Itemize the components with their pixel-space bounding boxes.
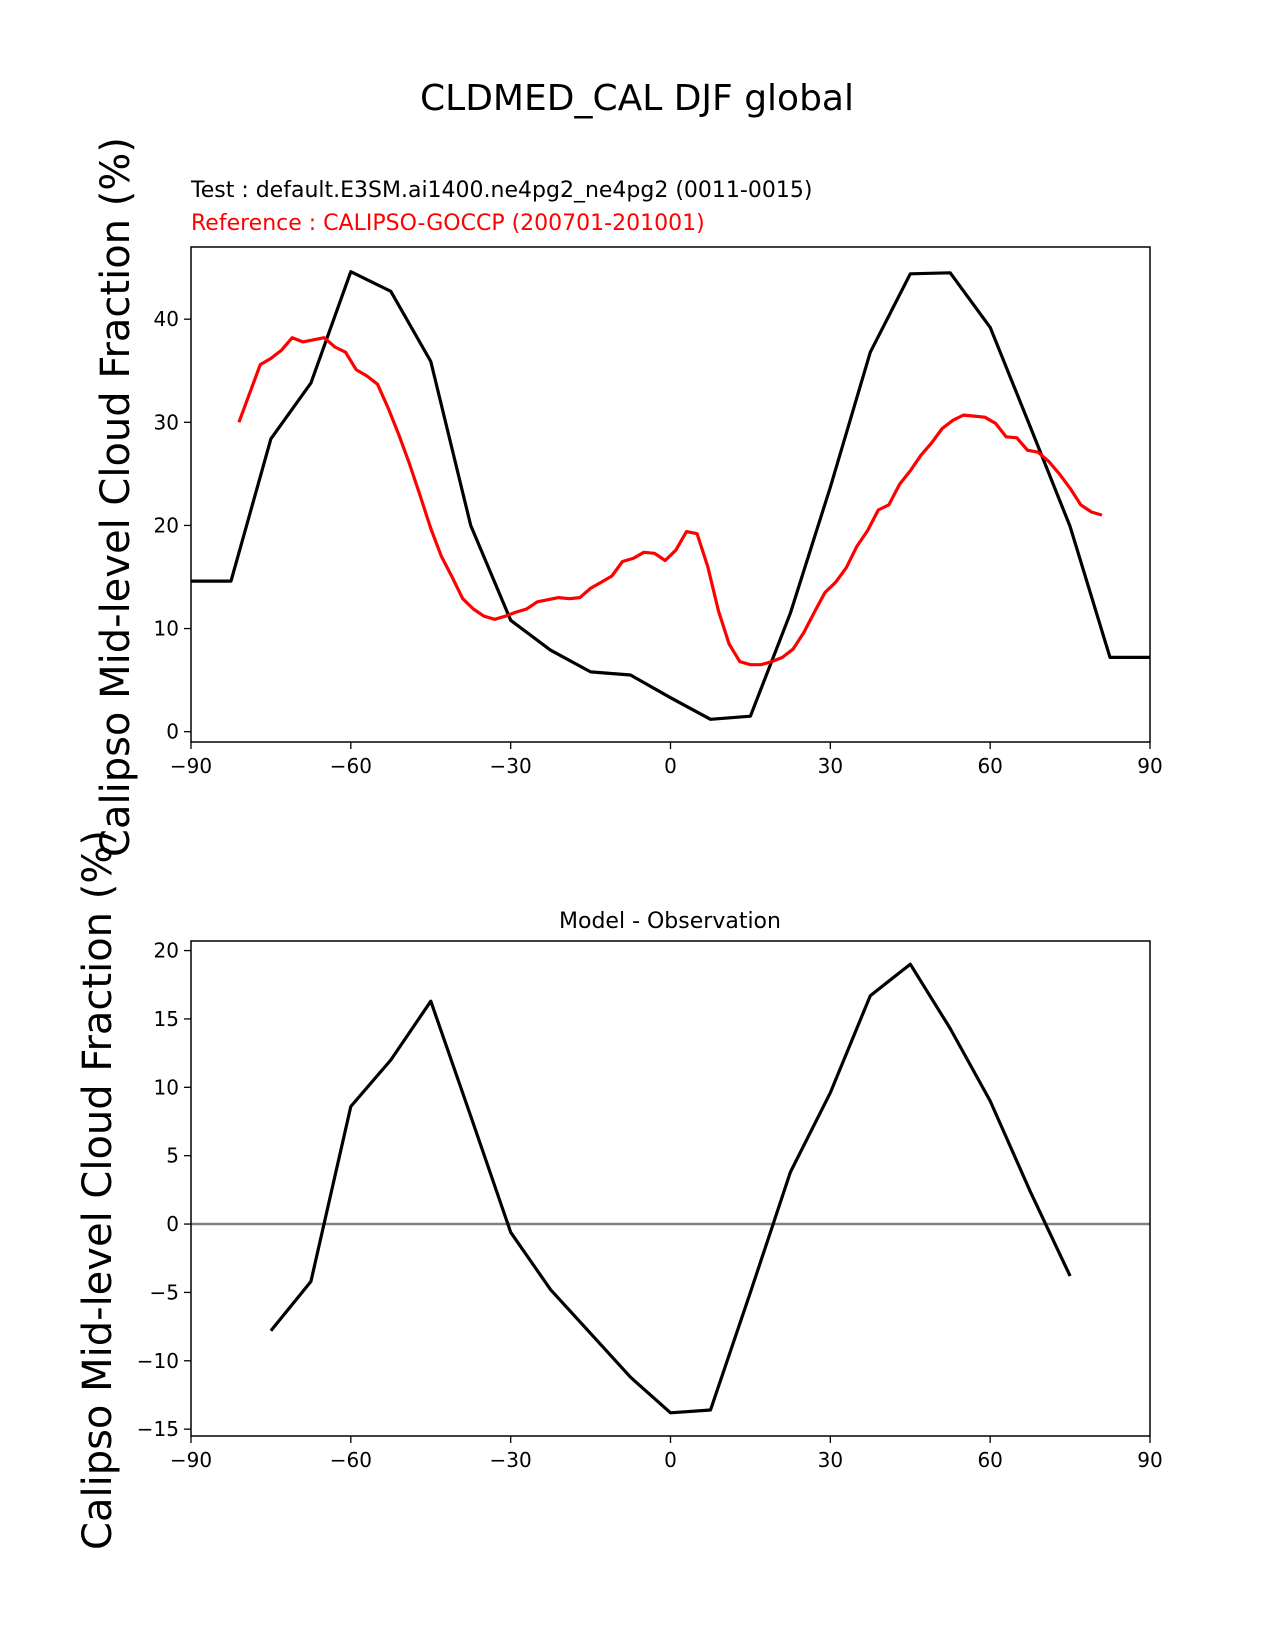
top-y-axis-label: Calipso Mid-level Cloud Fraction (%) <box>93 137 139 857</box>
bottom-y-tick-label: 20 <box>154 939 179 963</box>
reference-label: Reference : CALIPSO-GOCCP (200701-201001… <box>191 211 705 236</box>
bottom-y-tick-label: 0 <box>166 1212 179 1236</box>
bottom-x-tick-label: −30 <box>490 1448 532 1472</box>
top-y-tick-label: 30 <box>154 410 179 434</box>
bottom-y-tick-label: 5 <box>166 1144 179 1168</box>
bottom-x-tick-label: −90 <box>170 1448 212 1472</box>
bottom-y-tick-label: 10 <box>154 1075 179 1099</box>
bottom-y-tick-label: −10 <box>137 1349 179 1373</box>
top-panel: Test : default.E3SM.ai1400.ne4pg2_ne4pg2… <box>93 137 1163 857</box>
bottom-x-tick-label: 30 <box>818 1448 843 1472</box>
top-x-tick-label: 60 <box>977 754 1002 778</box>
bottom-y-axis-label: Calipso Mid-level Cloud Fraction (%) <box>75 830 121 1550</box>
top-x-tick-label: 30 <box>818 754 843 778</box>
top-y-tick-label: 10 <box>154 617 179 641</box>
bottom-axes: −90 −60 −30 0 30 60 90 −15 −10 −5 0 5 10 15 20 <box>137 939 1163 1472</box>
top-series-group <box>191 270 1150 721</box>
bottom-title: Model - Observation <box>559 909 781 934</box>
figure-title: CLDMED_CAL DJF global <box>420 78 854 119</box>
top-series-line-0 <box>191 270 1150 721</box>
top-x-tick-label: −60 <box>330 754 372 778</box>
bottom-x-tick-label: 60 <box>977 1448 1002 1472</box>
bottom-panel: Model - Observation Calipso Mid-level Cl… <box>75 830 1163 1550</box>
bottom-y-tick-label: 15 <box>154 1007 179 1031</box>
test-label: Test : default.E3SM.ai1400.ne4pg2_ne4pg2… <box>190 178 812 203</box>
bottom-x-tick-label: −60 <box>330 1448 372 1472</box>
top-x-tick-label: 90 <box>1137 754 1162 778</box>
bottom-y-tick-label: −5 <box>150 1280 179 1304</box>
bottom-plot-frame <box>190 940 1151 1437</box>
bottom-y-tick-label: −15 <box>137 1417 179 1441</box>
top-x-tick-label: −90 <box>170 754 212 778</box>
top-plot-frame <box>190 246 1151 743</box>
top-series-line-1 <box>237 336 1103 667</box>
top-x-tick-label: −30 <box>490 754 532 778</box>
bottom-series-group <box>191 962 1150 1415</box>
bottom-x-tick-label: 0 <box>664 1448 677 1472</box>
bottom-x-tick-label: 90 <box>1137 1448 1162 1472</box>
top-y-tick-label: 0 <box>166 720 179 744</box>
top-x-tick-label: 0 <box>664 754 677 778</box>
top-axes: −90 −60 −30 0 30 60 90 0 10 20 30 40 <box>154 307 1163 778</box>
top-y-tick-label: 20 <box>154 513 179 537</box>
top-y-tick-label: 40 <box>154 307 179 331</box>
bottom-series-line-0 <box>269 962 1072 1415</box>
